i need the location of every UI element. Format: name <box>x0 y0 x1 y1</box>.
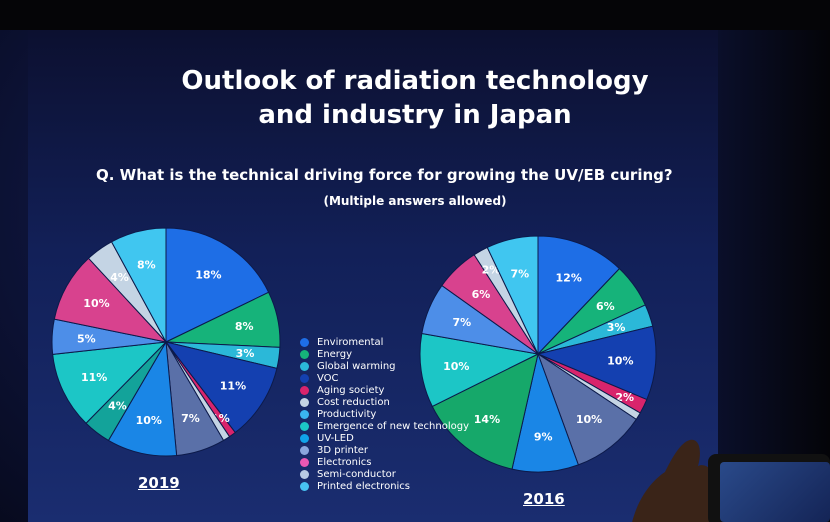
pie-data-label-2019: 11% <box>81 371 107 384</box>
pie-data-label-2016: 6% <box>596 300 615 313</box>
legend-label: Semi-conductor <box>317 468 396 480</box>
pie-slice-2019 <box>165 227 270 343</box>
pie-data-label-2016: 14% <box>474 413 500 426</box>
legend-label: Energy <box>317 348 353 360</box>
pie-data-label-2016: 9% <box>534 430 553 443</box>
legend-label: Printed electronics <box>317 480 411 492</box>
pie-data-label-2019: 4% <box>108 399 127 412</box>
legend-item: UV-LED <box>300 432 469 444</box>
pie-data-label-2016: 2% <box>615 391 634 404</box>
legend-item: Printed electronics <box>300 480 469 492</box>
pie-chart-2019: 18%8%3%11%1%7%10%4%11%5%10%4%8% <box>51 227 281 457</box>
pie-data-label-2019: 7% <box>181 412 200 425</box>
legend-item: Productivity <box>300 408 469 420</box>
legend-swatch <box>300 373 309 383</box>
phone-screen <box>720 462 830 522</box>
pie-data-label-2019: 8% <box>137 259 156 272</box>
pie-data-label-2016: 6% <box>472 288 491 301</box>
pie-slice-2016 <box>536 325 657 401</box>
legend-item: Electronics <box>300 456 469 468</box>
pie-data-label-2016: 12% <box>556 271 582 284</box>
pie-slice-2016 <box>486 235 539 355</box>
pie-slice-2016 <box>419 332 540 408</box>
legend-swatch <box>300 433 309 443</box>
legend-item: 3D printer <box>300 444 469 456</box>
pie-data-label-2019: 18% <box>195 268 221 281</box>
survey-question: Q. What is the technical driving force f… <box>96 166 673 184</box>
legend-label: UV-LED <box>317 432 354 444</box>
pie-data-label-2019: 11% <box>220 379 246 392</box>
pie-data-label-2019: 4% <box>110 271 129 284</box>
pie-data-label-2019: 10% <box>83 297 109 310</box>
legend-item: Global warming <box>300 360 469 372</box>
legend-label: VOC <box>317 372 339 384</box>
chart-legend: Enviromental Energy Global warming VOC Aging… <box>300 336 469 492</box>
pie-data-label-2019: 5% <box>77 332 96 345</box>
legend-label: Global warming <box>317 360 396 372</box>
legend-swatch <box>300 445 309 455</box>
pie-slice-2019 <box>52 341 168 424</box>
legend-label: Electronics <box>317 456 372 468</box>
legend-swatch <box>300 421 309 431</box>
pie-slice-2016 <box>431 353 539 470</box>
legend-swatch <box>300 349 309 359</box>
legend-swatch <box>300 469 309 479</box>
legend-label: Productivity <box>317 408 377 420</box>
legend-swatch <box>300 481 309 491</box>
legend-swatch <box>300 457 309 467</box>
legend-label: Aging society <box>317 384 385 396</box>
legend-item: Energy <box>300 348 469 360</box>
legend-item: Semi-conductor <box>300 468 469 480</box>
slide-title-line-2: and industry in Japan <box>258 100 572 130</box>
pie-chart-2016: 12% 6% 3% 10% 2% 10% 9% 14% 10% 7% 6% 2% 7% <box>419 235 657 473</box>
pie-data-label-2016: 3% <box>607 321 626 334</box>
pie-slice-2016 <box>537 352 637 466</box>
pie-data-label-2016: 10% <box>576 413 602 426</box>
year-label-2016: 2016 <box>523 490 565 508</box>
pie-data-label-2016: 10% <box>443 360 469 373</box>
pie-slice-2016 <box>537 235 621 356</box>
pie-slice-2019 <box>110 227 167 343</box>
legend-label: 3D printer <box>317 444 369 456</box>
legend-swatch <box>300 385 309 395</box>
pie-slice-2019 <box>164 341 278 434</box>
legend-label: Cost reduction <box>317 396 390 408</box>
pie-data-label-2019: 8% <box>235 320 254 333</box>
pie-data-label-2019: 3% <box>236 347 255 360</box>
legend-item: Enviromental <box>300 336 469 348</box>
year-label-2019: 2019 <box>138 474 180 492</box>
slide-title-line-1: Outlook of radiation technology <box>181 66 649 96</box>
dark-room-edge <box>718 30 830 522</box>
dark-room-background <box>0 0 830 30</box>
legend-swatch <box>300 337 309 347</box>
legend-item: Aging society <box>300 384 469 396</box>
legend-item: Cost reduction <box>300 396 469 408</box>
pie-data-label-2016: 7% <box>510 267 529 280</box>
pie-data-label-2016: 10% <box>607 355 633 368</box>
audience-hand <box>632 439 718 522</box>
legend-swatch <box>300 397 309 407</box>
legend-swatch <box>300 409 309 419</box>
survey-note: (Multiple answers allowed) <box>323 194 507 208</box>
legend-item: VOC <box>300 372 469 384</box>
legend-item: Emergence of new technology <box>300 420 469 432</box>
legend-label: Emergence of new technology <box>317 420 470 432</box>
pie-data-label-2016: 7% <box>452 316 471 329</box>
legend-swatch <box>300 361 309 371</box>
legend-label: Enviromental <box>317 336 384 348</box>
pie-data-label-2016: 2% <box>482 263 501 276</box>
pie-data-label-2019: 10% <box>136 414 162 427</box>
